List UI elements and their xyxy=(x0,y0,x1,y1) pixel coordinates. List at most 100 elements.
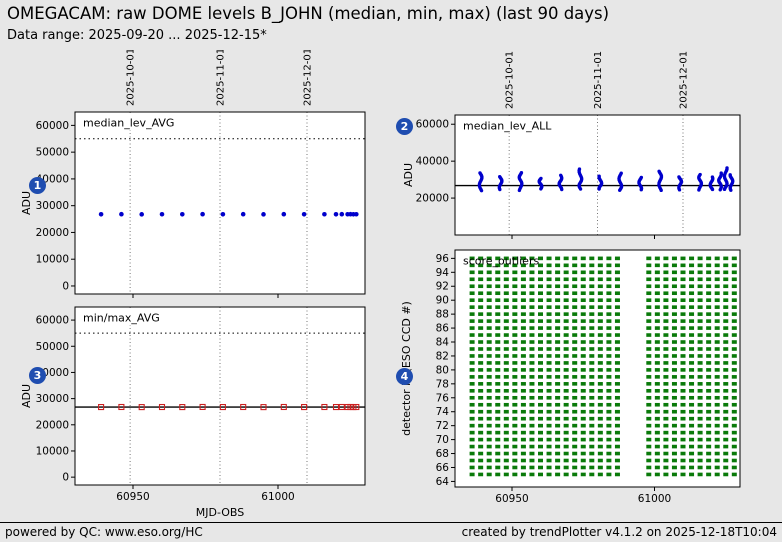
score-cell xyxy=(646,458,652,463)
score-cell xyxy=(671,382,677,386)
score-cell xyxy=(580,416,586,421)
score-cell xyxy=(495,375,501,379)
score-cell xyxy=(671,291,677,296)
data-point xyxy=(220,211,226,217)
score-cell xyxy=(520,451,526,456)
score-cell xyxy=(529,305,535,309)
score-cell xyxy=(671,437,677,442)
score-cell xyxy=(486,423,492,428)
y-tick-label: 0 xyxy=(62,472,69,484)
score-cell xyxy=(589,277,595,282)
score-cell xyxy=(478,375,484,379)
score-cell xyxy=(512,375,518,379)
score-cell xyxy=(486,430,492,435)
score-cell xyxy=(680,423,686,428)
score-cell xyxy=(723,305,729,309)
score-cell xyxy=(512,291,518,296)
score-cell xyxy=(697,305,703,309)
y-tick-label: 88 xyxy=(436,309,449,321)
score-cell xyxy=(706,444,712,449)
score-cell xyxy=(529,382,535,386)
score-cell xyxy=(663,291,669,296)
score-cell xyxy=(706,277,712,282)
score-cell xyxy=(689,354,695,358)
score-cell xyxy=(671,389,677,393)
x-tick-label: 60950 xyxy=(495,493,528,505)
score-cell xyxy=(589,465,595,470)
score-cell xyxy=(714,382,720,386)
score-cell xyxy=(580,291,586,296)
score-cell xyxy=(495,256,501,261)
score-cell xyxy=(731,291,737,296)
score-cell xyxy=(654,389,660,393)
score-cell xyxy=(614,256,620,261)
score-cell xyxy=(671,340,677,344)
plot-title: score_outliers xyxy=(463,255,539,268)
score-cell xyxy=(478,395,484,400)
score-cell xyxy=(469,465,475,470)
score-cell xyxy=(520,368,526,372)
score-cell xyxy=(478,354,484,358)
score-cell xyxy=(606,333,612,337)
score-cell xyxy=(512,305,518,309)
score-cell xyxy=(520,305,526,309)
score-cell xyxy=(614,430,620,435)
score-cell xyxy=(495,451,501,456)
score-cell xyxy=(697,298,703,302)
data-point xyxy=(728,173,732,177)
score-cell xyxy=(529,256,535,261)
score-cell xyxy=(654,319,660,323)
score-cell xyxy=(597,444,603,449)
score-cell xyxy=(654,256,660,261)
score-cell xyxy=(546,298,552,302)
score-cell xyxy=(723,340,729,344)
score-cell xyxy=(538,444,543,449)
score-cell xyxy=(469,368,475,372)
score-cell xyxy=(697,319,703,323)
score-cell xyxy=(546,437,552,442)
y-tick-label: 60000 xyxy=(416,119,449,131)
score-cell xyxy=(680,437,686,442)
y-tick-label: 64 xyxy=(436,476,450,488)
score-cell xyxy=(478,361,484,365)
plot-title-bg xyxy=(79,310,160,325)
score-cell xyxy=(512,389,518,393)
score-cell xyxy=(731,256,737,261)
median-lev-avg-marks xyxy=(98,211,359,217)
score-cell xyxy=(654,402,660,407)
data-point xyxy=(119,211,124,217)
score-cell xyxy=(495,326,501,330)
score-cell xyxy=(597,437,603,442)
score-cell xyxy=(572,298,578,302)
score-cell xyxy=(546,395,552,400)
score-cell xyxy=(697,333,703,337)
score-cell xyxy=(689,361,695,365)
score-cell xyxy=(731,430,737,435)
score-cell xyxy=(495,423,501,428)
date-tick-label: 2025-11-01 xyxy=(593,51,604,109)
score-cell xyxy=(654,298,660,302)
score-cell xyxy=(606,263,612,268)
score-cell xyxy=(723,270,729,275)
score-cell xyxy=(714,270,720,275)
data-point xyxy=(498,175,502,179)
score-cell xyxy=(538,354,543,358)
score-cell xyxy=(597,458,603,463)
score-cell xyxy=(714,291,720,296)
score-cell xyxy=(572,395,578,400)
score-cell xyxy=(520,444,526,449)
score-cell xyxy=(723,256,729,261)
score-cell xyxy=(589,444,595,449)
score-cell xyxy=(469,319,475,323)
score-cell xyxy=(706,416,712,421)
score-cell xyxy=(469,298,475,302)
score-cell xyxy=(606,298,612,302)
score-cell xyxy=(646,277,652,282)
score-cell xyxy=(520,402,526,407)
score-cell xyxy=(486,382,492,386)
score-cell xyxy=(520,340,526,344)
score-cell xyxy=(680,263,686,268)
score-cell xyxy=(680,298,686,302)
data-point xyxy=(199,403,206,411)
score-cell xyxy=(706,326,712,330)
